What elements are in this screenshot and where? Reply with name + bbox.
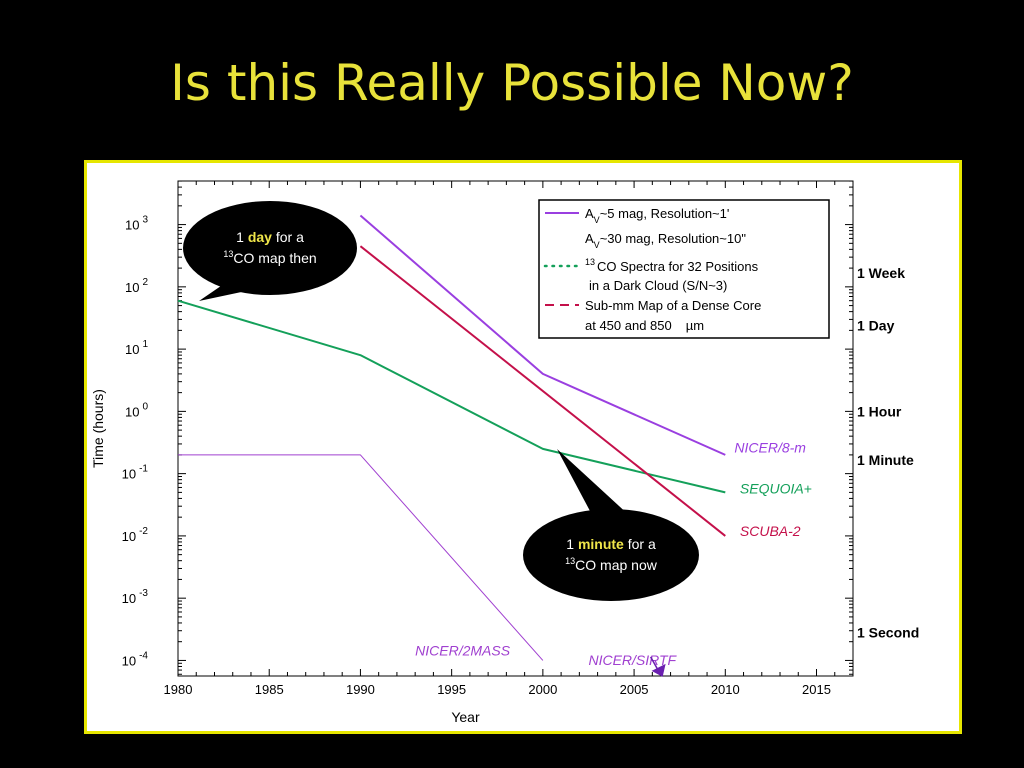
y-tick-label: 10 1	[125, 339, 148, 357]
series-lines	[177, 214, 726, 661]
slide-title: Is this Really Possible Now?	[170, 54, 854, 112]
legend-entry: AV~5 mag, Resolution~1'	[585, 206, 729, 225]
y-tick-label: 10 -2	[122, 526, 149, 544]
callouts: 1 day for a 13CO map then 1 minute for a 13…	[183, 201, 699, 601]
callout-highlight: minute	[578, 536, 624, 552]
callout-line-1: 1 minute for a	[566, 536, 656, 552]
right-axis-label: 1 Second	[857, 625, 919, 641]
series-line-scuba-2	[359, 245, 726, 537]
chart-frame: 1980 1985 1990 1995 2000 2005 2010 2015 10 3 10 2 10…	[84, 160, 962, 734]
plot-frame	[177, 180, 854, 677]
series-line-nicer-2mass	[178, 454, 544, 661]
y-tick-label: 10 -1	[122, 464, 149, 482]
x-tick-label: 2010	[711, 682, 740, 697]
legend-box	[538, 199, 830, 339]
callout-line-2: 13CO map then	[223, 249, 316, 266]
y-tick-label: 10 -4	[122, 650, 149, 668]
x-tick-label: 2005	[620, 682, 649, 697]
series-label: NICER/2MASS	[415, 643, 511, 659]
legend-entry: Sub-mm Map of a Dense Core	[585, 298, 761, 313]
sirtf-arrow-head	[651, 663, 666, 677]
y-tick-label: 10 2	[125, 277, 148, 295]
y-axis-title: Time (hours)	[90, 389, 106, 468]
right-axis-label: 1 Hour	[857, 403, 902, 419]
x-tick-label: 1980	[164, 682, 193, 697]
callout-highlight: day	[248, 229, 272, 245]
annotations: NICER/8-mSEQUOIA+SCUBA-2NICER/2MASSNICER…	[415, 439, 812, 677]
series-line-nicer-8-m	[359, 214, 726, 456]
x-tick-label: 1985	[255, 682, 284, 697]
y-tick-label: 10 -3	[122, 588, 149, 606]
right-axis-label: 1 Minute	[857, 452, 914, 468]
x-tick-label: 1995	[437, 682, 466, 697]
right-axis-label: 1 Day	[857, 317, 895, 333]
callout-then: 1 day for a 13CO map then	[183, 201, 357, 301]
series-label: NICER/8-m	[734, 439, 806, 455]
x-tick-label: 2000	[528, 682, 557, 697]
legend-entry: at 450 and 850 µm	[585, 318, 704, 333]
callout-line-1: 1 day for a	[236, 229, 304, 245]
x-tick-label: 1990	[346, 682, 375, 697]
legend-entry: 13 CO Spectra for 32 Positions	[585, 257, 759, 274]
series-line-sequoia-	[177, 299, 726, 494]
y-tick-label: 10 3	[125, 215, 148, 233]
callout-body	[523, 509, 699, 601]
series-label: SEQUOIA+	[740, 480, 812, 496]
callout-tail	[557, 449, 631, 517]
legend-entry: AV~30 mag, Resolution~10"	[585, 231, 746, 250]
legend-entry: in a Dark Cloud (S/N~3)	[589, 278, 727, 293]
x-tick-label: 2015	[802, 682, 831, 697]
callout-now: 1 minute for a 13CO map now	[523, 449, 699, 601]
series-label: SCUBA-2	[740, 523, 801, 539]
callout-line-2: 13CO map now	[565, 556, 658, 573]
y-tick-label: 10 0	[125, 401, 148, 419]
right-axis-label: 1 Week	[857, 265, 905, 281]
legend: AV~5 mag, Resolution~1' AV~30 mag, Resolu…	[538, 199, 830, 339]
x-axis-title: Year	[451, 709, 480, 725]
callout-body	[183, 201, 357, 295]
